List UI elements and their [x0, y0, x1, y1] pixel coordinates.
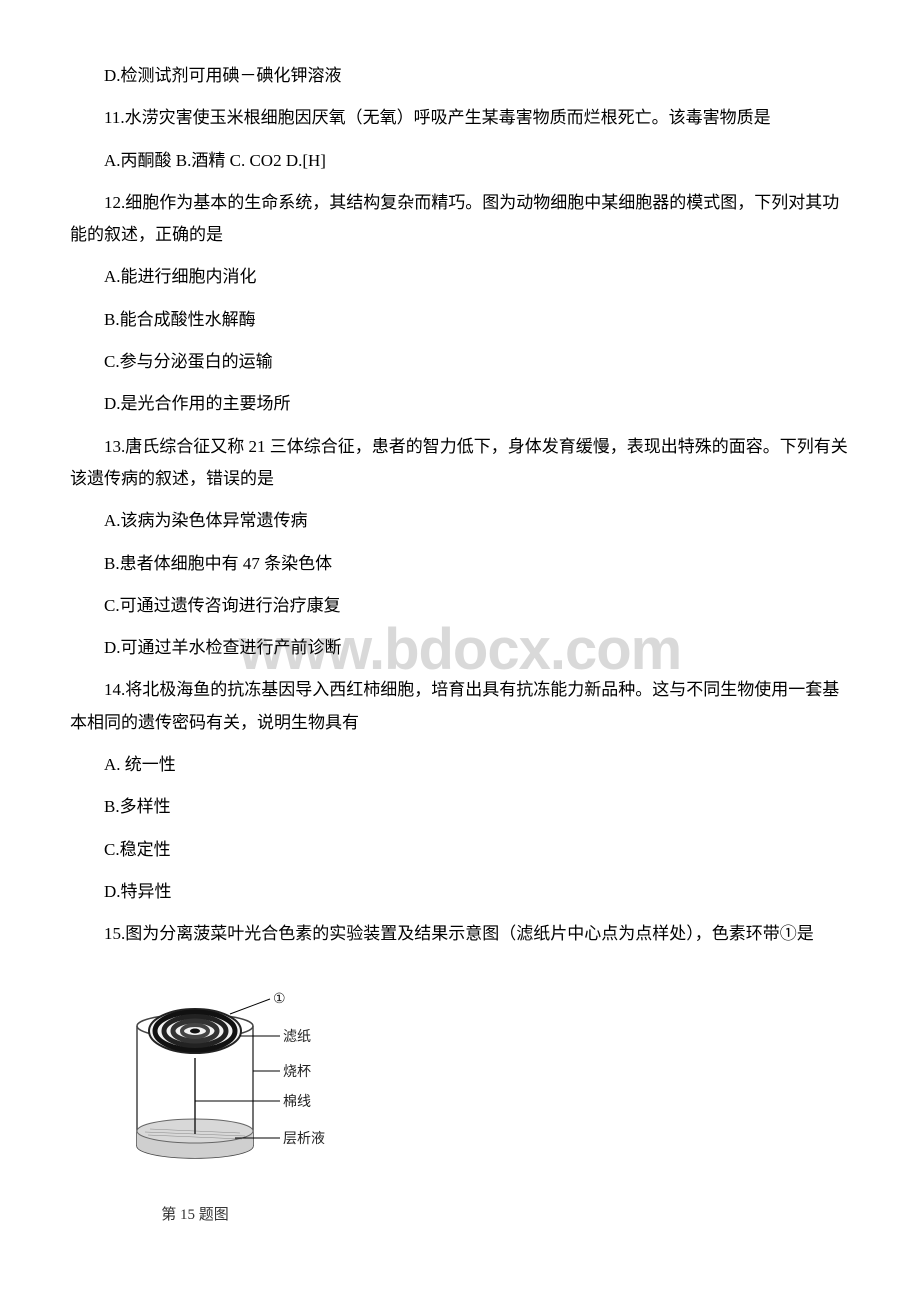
q14-c: C.稳定性 — [70, 834, 850, 866]
q12-c: C.参与分泌蛋白的运输 — [70, 346, 850, 378]
label-filter-paper: 滤纸 — [283, 1029, 311, 1045]
q14-b: B.多样性 — [70, 791, 850, 823]
q14-a: A. 统一性 — [70, 749, 850, 781]
label-beaker: 烧杯 — [283, 1064, 311, 1080]
q14-d: D.特异性 — [70, 876, 850, 908]
label-solvent: 层析液 — [283, 1131, 325, 1147]
q15-stem: 15.图为分离菠菜叶光合色素的实验装置及结果示意图（滤纸片中心点为点样处），色素… — [70, 918, 850, 950]
chromatography-diagram-icon: ① 滤纸 烧杯 棉线 层析液 — [120, 966, 350, 1186]
q13-b: B.患者体细胞中有 47 条染色体 — [70, 548, 850, 580]
q12-a: A.能进行细胞内消化 — [70, 261, 850, 293]
q12-stem: 12.细胞作为基本的生命系统，其结构复杂而精巧。图为动物细胞中某细胞器的模式图，… — [70, 187, 850, 252]
option-d-prev: D.检测试剂可用碘－碘化钾溶液 — [70, 60, 850, 92]
q15-figure-caption: 第 15 题图 — [120, 1201, 270, 1230]
q14-stem: 14.将北极海鱼的抗冻基因导入西红柿细胞，培育出具有抗冻能力新品种。这与不同生物… — [70, 674, 850, 739]
label-thread: 棉线 — [283, 1093, 311, 1110]
q15-figure: ① 滤纸 烧杯 棉线 层析液 第 15 题图 — [120, 966, 850, 1230]
q13-a: A.该病为染色体异常遗传病 — [70, 505, 850, 537]
label-circle1: ① — [273, 992, 286, 1007]
q12-b: B.能合成酸性水解酶 — [70, 304, 850, 336]
q13-d: D.可通过羊水检查进行产前诊断 — [70, 632, 850, 664]
q13-c: C.可通过遗传咨询进行治疗康复 — [70, 590, 850, 622]
q11-options: A.丙酮酸 B.酒精 C. CO2 D.[H] — [70, 145, 850, 177]
q12-d: D.是光合作用的主要场所 — [70, 388, 850, 420]
q13-stem: 13.唐氏综合征又称 21 三体综合征，患者的智力低下，身体发育缓慢，表现出特殊… — [70, 431, 850, 496]
q11-stem: 11.水涝灾害使玉米根细胞因厌氧（无氧）呼吸产生某毒害物质而烂根死亡。该毒害物质… — [70, 102, 850, 134]
